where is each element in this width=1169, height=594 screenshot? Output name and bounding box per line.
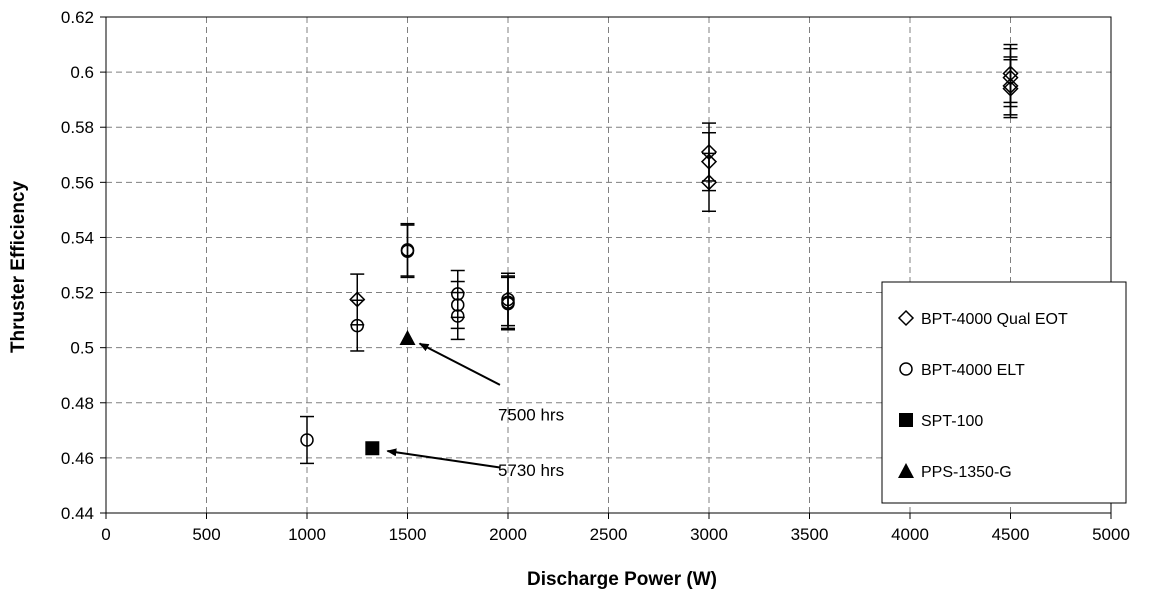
data-point	[365, 441, 380, 456]
annotation: 5730 hrs	[386, 448, 564, 480]
y-axis-title: Thruster Efficiency	[8, 181, 29, 354]
tick-layer: 0 500 1000 1500 2000 2500 3000 3500 4000 4500 5000…	[61, 8, 1130, 544]
legend-label: PPS-1350-G	[921, 464, 1012, 481]
legend-item: PPS-1350-G	[898, 463, 1012, 481]
x-tick-label: 4000	[891, 525, 929, 544]
data-point	[350, 318, 364, 333]
y-tick-label: 0.44	[61, 504, 94, 523]
legend-symbol	[898, 463, 914, 478]
data-point	[700, 174, 718, 191]
y-tick-label: 0.6	[70, 63, 94, 82]
annotation-layer: 7500 hrs 5730 hrs	[386, 342, 564, 480]
x-tick-label: 5000	[1092, 525, 1130, 544]
legend: BPT-4000 Qual EOT BPT-4000 ELT SPT-100 PPS-…	[881, 281, 1127, 504]
legend-label: BPT-4000 Qual EOT	[921, 311, 1068, 328]
series-layer	[300, 43, 1019, 465]
legend-symbol	[899, 413, 913, 427]
legend-item: SPT-100	[899, 413, 983, 430]
data-point	[451, 309, 465, 323]
x-tick-label: 3500	[791, 525, 829, 544]
y-tick-label: 0.62	[61, 8, 94, 27]
x-tick-label: 4500	[992, 525, 1030, 544]
x-tick-label: 2000	[489, 525, 527, 544]
legend-label: SPT-100	[921, 413, 983, 430]
x-axis-title: Discharge Power (W)	[527, 569, 717, 590]
annotation-label: 5730 hrs	[498, 461, 564, 480]
series-spt-100	[365, 441, 380, 456]
annotation-label: 7500 hrs	[498, 406, 564, 425]
x-tick-label: 1500	[389, 525, 427, 544]
data-point	[501, 296, 515, 311]
y-tick-label: 0.5	[70, 339, 94, 358]
series-bpt-4000-elt	[300, 222, 515, 465]
y-tick-label: 0.54	[61, 228, 94, 247]
y-tick-label: 0.48	[61, 394, 94, 413]
y-tick-label: 0.46	[61, 449, 94, 468]
y-tick-label: 0.52	[61, 284, 94, 303]
x-tick-label: 0	[101, 525, 110, 544]
data-point	[399, 330, 416, 346]
annotation: 7500 hrs	[418, 342, 564, 425]
data-point	[1002, 80, 1019, 97]
x-tick-label: 3000	[690, 525, 728, 544]
annotation-arrow	[418, 342, 501, 386]
y-tick-label: 0.58	[61, 118, 94, 137]
legend-symbol	[899, 362, 913, 376]
annotation-arrow	[386, 448, 501, 469]
legend-label: BPT-4000 ELT	[921, 362, 1025, 379]
x-tick-label: 2500	[590, 525, 628, 544]
series-pps-1350-g	[399, 330, 416, 346]
y-tick-label: 0.56	[61, 173, 94, 192]
legend-symbol	[897, 309, 915, 327]
legend-item: BPT-4000 ELT	[899, 362, 1025, 379]
legend-item: BPT-4000 Qual EOT	[897, 309, 1068, 328]
x-tick-label: 500	[192, 525, 220, 544]
data-point	[300, 433, 314, 447]
legend-box	[881, 281, 1127, 504]
x-tick-label: 1000	[288, 525, 326, 544]
data-point	[400, 244, 415, 258]
